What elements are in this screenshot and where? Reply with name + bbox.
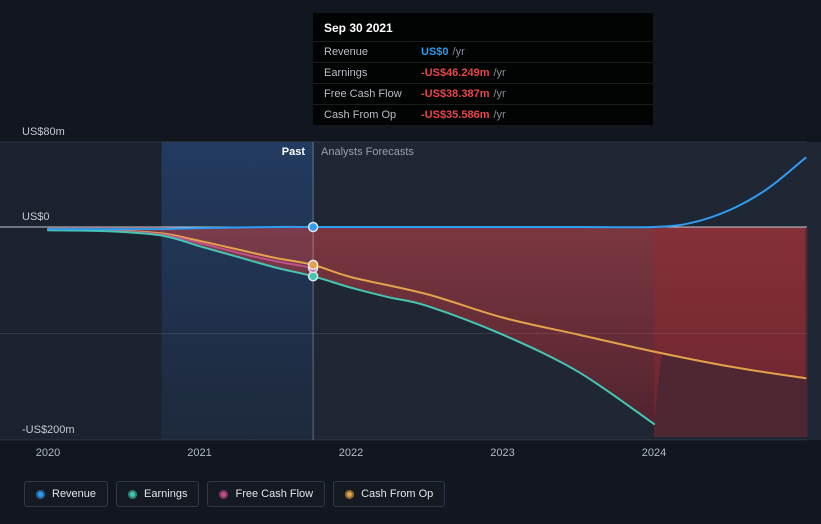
tooltip-date: Sep 30 2021	[324, 21, 393, 35]
legend-item-revenue[interactable]: Revenue	[24, 481, 109, 507]
tooltip-row-label: Earnings	[324, 67, 368, 79]
tooltip-row-value: -US$35.586m	[421, 109, 490, 121]
series-line-cash-from-op	[47, 228, 807, 380]
tooltip-row-suffix: /yr	[493, 67, 506, 79]
tooltip-row-cash-from-op: Cash From Op -US$35.586m/yr	[313, 104, 653, 125]
chart-tooltip: Sep 30 2021 Revenue US$0/yr Earnings -US$46…	[313, 13, 653, 125]
negative-area	[48, 227, 806, 424]
tooltip-row-label: Free Cash Flow	[324, 88, 402, 100]
legend-dot-cash-from-op	[345, 489, 355, 499]
x-axis-label: 2021	[187, 447, 212, 459]
legend-label: Revenue	[52, 488, 97, 500]
tooltip-row-value: US$0	[421, 46, 449, 58]
marker-cash-from-op[interactable]	[307, 259, 319, 271]
legend-dot-earnings	[128, 489, 138, 499]
x-axis-label: 2023	[490, 447, 515, 459]
tooltip-row-suffix: /yr	[493, 109, 506, 121]
legend-item-free-cash-flow[interactable]: Free Cash Flow	[207, 481, 326, 507]
legend-dot-revenue	[36, 489, 45, 499]
forecast-label: Analysts Forecasts	[321, 146, 414, 158]
tooltip-row-label: Cash From Op	[324, 109, 397, 121]
legend-dot-free-cash-flow	[219, 489, 229, 499]
tooltip-row-value: -US$38.387m	[421, 88, 490, 100]
tooltip-row-value: -US$46.249m	[421, 67, 490, 79]
series-line-earnings	[47, 229, 655, 425]
x-axis-label: 2020	[35, 447, 61, 459]
legend-label: Cash From Op	[361, 488, 434, 500]
legend-item-earnings[interactable]: Earnings	[116, 481, 200, 507]
x-axis-label: 2024	[641, 447, 667, 459]
legend-label: Earnings	[144, 488, 188, 500]
tooltip-row-suffix: /yr	[452, 46, 465, 58]
marker-revenue[interactable]	[307, 221, 319, 233]
legend-item-cash-from-op[interactable]: Cash From Op	[333, 481, 446, 507]
past-label: Past	[281, 146, 305, 158]
forecast-negative-block	[654, 228, 808, 437]
legend-label: Free Cash Flow	[235, 488, 314, 500]
series-line-revenue	[47, 156, 807, 231]
x-axis-label: 2022	[338, 447, 364, 459]
tooltip-row-suffix: /yr	[493, 88, 506, 100]
chart-legend: Revenue Earnings Free Cash Flow Cash From O…	[24, 481, 446, 507]
tooltip-row-label: Revenue	[324, 46, 369, 58]
tooltip-row-revenue: Revenue US$0/yr	[313, 41, 653, 62]
tooltip-row-earnings: Earnings -US$46.249m/yr	[313, 62, 653, 83]
past-year-band	[161, 142, 314, 440]
tooltip-row-free-cash-flow: Free Cash Flow -US$38.387m/yr	[313, 83, 653, 104]
